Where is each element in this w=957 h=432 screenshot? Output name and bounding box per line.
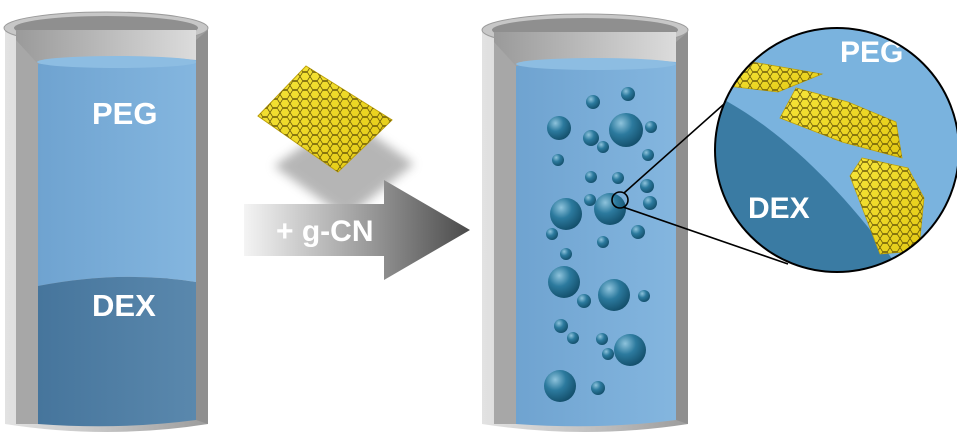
- droplet-icon: [544, 87, 657, 402]
- zoom-line-bottom: [622, 206, 789, 265]
- dex-droplet: [621, 87, 635, 101]
- dex-droplet: [596, 333, 608, 345]
- dex-droplet: [585, 171, 597, 183]
- left-dex-phase: [38, 276, 196, 427]
- dex-droplet: [643, 196, 657, 210]
- dex-droplet: [548, 266, 580, 298]
- magnifier-circle-icon: PEG DEX: [622, 27, 957, 273]
- left-vial: PEG DEX: [3, 11, 209, 432]
- left-dex-label: DEX: [92, 288, 156, 323]
- dex-droplet: [560, 248, 572, 260]
- dex-droplet: [638, 290, 650, 302]
- dex-droplet: [640, 179, 654, 193]
- dex-droplet: [583, 130, 599, 146]
- dex-droplet: [591, 381, 605, 395]
- interface-sheet: [849, 157, 925, 255]
- dex-droplet: [552, 154, 564, 166]
- interface-sheet: [779, 87, 903, 159]
- dex-droplet: [597, 141, 609, 153]
- dex-droplet: [602, 348, 614, 360]
- zoom-circle-border: [714, 27, 957, 273]
- dex-droplet: [584, 194, 596, 206]
- dex-droplet: [645, 121, 657, 133]
- dex-droplet: [594, 193, 626, 225]
- dex-droplet: [631, 225, 645, 239]
- dex-droplet: [609, 113, 643, 147]
- zoom-dex-label: DEX: [748, 192, 810, 225]
- dex-droplet: [612, 172, 624, 184]
- g-CN-sheet-icon: [257, 65, 414, 218]
- dex-droplet: [544, 370, 576, 402]
- dex-droplet: [642, 149, 654, 161]
- dex-droplet: [546, 228, 558, 240]
- dex-droplet: [577, 294, 591, 308]
- left-peg-label: PEG: [92, 96, 157, 131]
- dex-droplet: [614, 334, 646, 366]
- dex-droplet: [598, 279, 630, 311]
- arrow-label: + g-CN: [276, 215, 374, 248]
- dex-droplet: [597, 236, 609, 248]
- dex-droplet: [567, 332, 579, 344]
- right-vial: [481, 13, 689, 432]
- left-peg-phase: [38, 56, 196, 286]
- dex-droplet: [586, 95, 600, 109]
- zoom-target-ring: [611, 191, 629, 209]
- dex-droplet: [547, 116, 571, 140]
- right-emulsion-phase: [516, 58, 676, 427]
- dex-droplet: [554, 319, 568, 333]
- reaction-arrow: + g-CN: [244, 180, 470, 280]
- dex-droplet: [550, 198, 582, 230]
